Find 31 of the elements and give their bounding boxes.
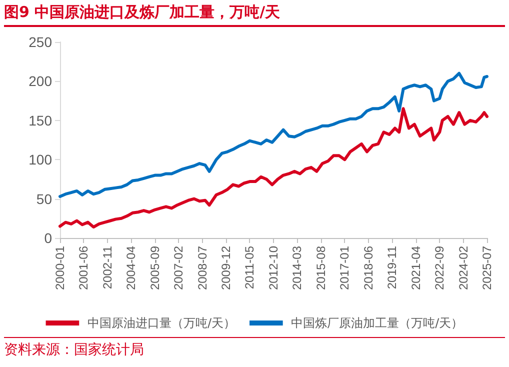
y-tick-label: 200 [28,73,52,90]
x-tick-label: 2022-09 [432,246,447,290]
x-tick-label: 2008-07 [195,246,210,290]
y-tick-label: 250 [28,34,52,50]
x-tick-label: 2009-12 [219,246,234,290]
x-tick-label: 2011-05 [242,246,257,290]
x-tick-label: 2014-03 [290,246,304,290]
x-tick-label: 2005-09 [148,246,162,290]
x-tick-label: 2017-01 [338,246,352,290]
x-tick-label: 2012-10 [266,246,281,290]
x-tick-label: 2021-04 [408,246,423,290]
x-tick-label: 2018-06 [361,246,376,290]
y-tick-label: 50 [36,190,52,207]
x-tick-label: 2025-07 [480,246,494,290]
x-tick-label: 2007-02 [172,246,186,290]
line-series [58,107,488,229]
x-tick-label: 2002-11 [100,246,114,290]
x-tick-label: 2015-08 [314,246,328,290]
y-tick-label: 150 [28,112,52,128]
x-tick-label: 2001-06 [76,246,91,290]
x-tick-label: 2000-01 [53,246,67,290]
y-tick-label: 100 [28,152,52,168]
line-series [58,72,488,198]
chart-title: 图9 中国原油进口及炼厂加工量，万吨/天 [4,3,280,22]
legend-label: 中国原油进口量（万吨/天） [87,316,236,330]
x-tick-label: 2024-02 [456,246,470,290]
x-tick-label: 2019-11 [385,246,400,290]
y-tick-label: 0 [44,230,52,246]
legend-label: 中国炼厂原油加工量（万吨/天） [291,316,464,330]
x-tick-label: 2004-04 [124,246,138,290]
text: 资料来源：国家统计局 [4,341,144,359]
